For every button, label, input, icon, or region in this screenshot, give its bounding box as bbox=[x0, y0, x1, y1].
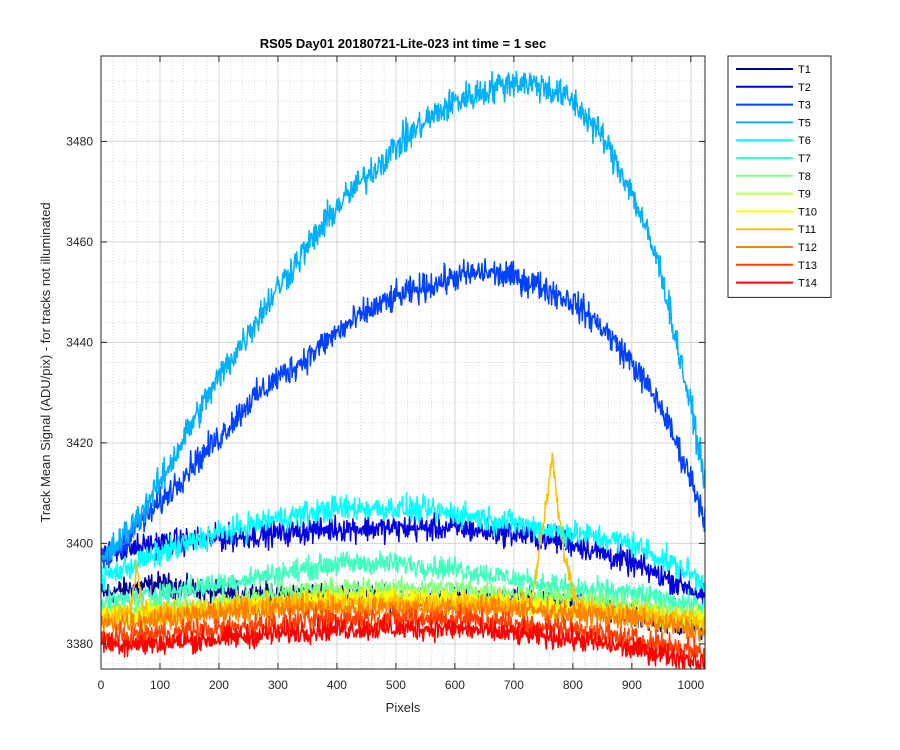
series-lines bbox=[101, 70, 705, 669]
legend-label: T3 bbox=[798, 100, 811, 112]
x-tick-label: 600 bbox=[445, 678, 465, 692]
series-line-t13 bbox=[101, 603, 705, 664]
legend-label: T14 bbox=[798, 278, 817, 290]
series-line-t6 bbox=[101, 492, 705, 593]
x-tick-label: 800 bbox=[563, 678, 583, 692]
legend-label: T12 bbox=[798, 242, 817, 254]
legend-label: T8 bbox=[798, 171, 811, 183]
y-tick-label: 3460 bbox=[66, 235, 93, 249]
legend-label: T5 bbox=[798, 117, 811, 129]
legend-label: T11 bbox=[798, 224, 816, 236]
legend-label: T13 bbox=[798, 260, 817, 272]
legend: T1 T2 T3 T5 T6 T7 T8 T9 T10 T11 T12 T13 T14 bbox=[727, 55, 832, 298]
x-tick-label: 1000 bbox=[677, 678, 704, 692]
x-tick-label: 0 bbox=[98, 678, 105, 692]
legend-label: T9 bbox=[798, 189, 811, 201]
y-axis: 3380 3400 3420 3440 3460 3480 bbox=[66, 134, 705, 651]
x-tick-label: 700 bbox=[504, 678, 524, 692]
series-line-t5 bbox=[101, 70, 705, 564]
plot-frame bbox=[100, 55, 706, 670]
y-tick-label: 3480 bbox=[66, 134, 93, 148]
legend-label: T2 bbox=[798, 82, 811, 94]
series-line-t3 bbox=[101, 257, 705, 573]
y-tick-label: 3380 bbox=[66, 637, 93, 651]
x-tick-label: 200 bbox=[209, 678, 229, 692]
y-tick-label: 3400 bbox=[66, 536, 93, 550]
x-tick-label: 500 bbox=[386, 678, 406, 692]
x-tick-label: 900 bbox=[622, 678, 642, 692]
x-tick-label: 400 bbox=[327, 678, 347, 692]
chart-title: RS05 Day01 20180721-Lite-023 int time = … bbox=[260, 36, 547, 51]
legend-label: T6 bbox=[798, 135, 811, 147]
y-tick-label: 3440 bbox=[66, 335, 93, 349]
x-tick-label: 300 bbox=[268, 678, 288, 692]
legend-label: T10 bbox=[798, 206, 817, 218]
legend-label: T7 bbox=[798, 153, 811, 165]
series-line-t7 bbox=[101, 550, 705, 622]
y-axis-label: Track Mean Signal (ADU/pix) - for tracks… bbox=[38, 202, 53, 522]
y-tick-label: 3420 bbox=[66, 436, 93, 450]
x-axis: 0 100 200 300 400 500 600 700 800 900 1000 bbox=[98, 56, 705, 692]
series-line-t14 bbox=[101, 613, 705, 669]
x-tick-label: 100 bbox=[150, 678, 170, 692]
x-axis-label: Pixels bbox=[386, 700, 421, 715]
legend-label: T1 bbox=[798, 64, 811, 76]
